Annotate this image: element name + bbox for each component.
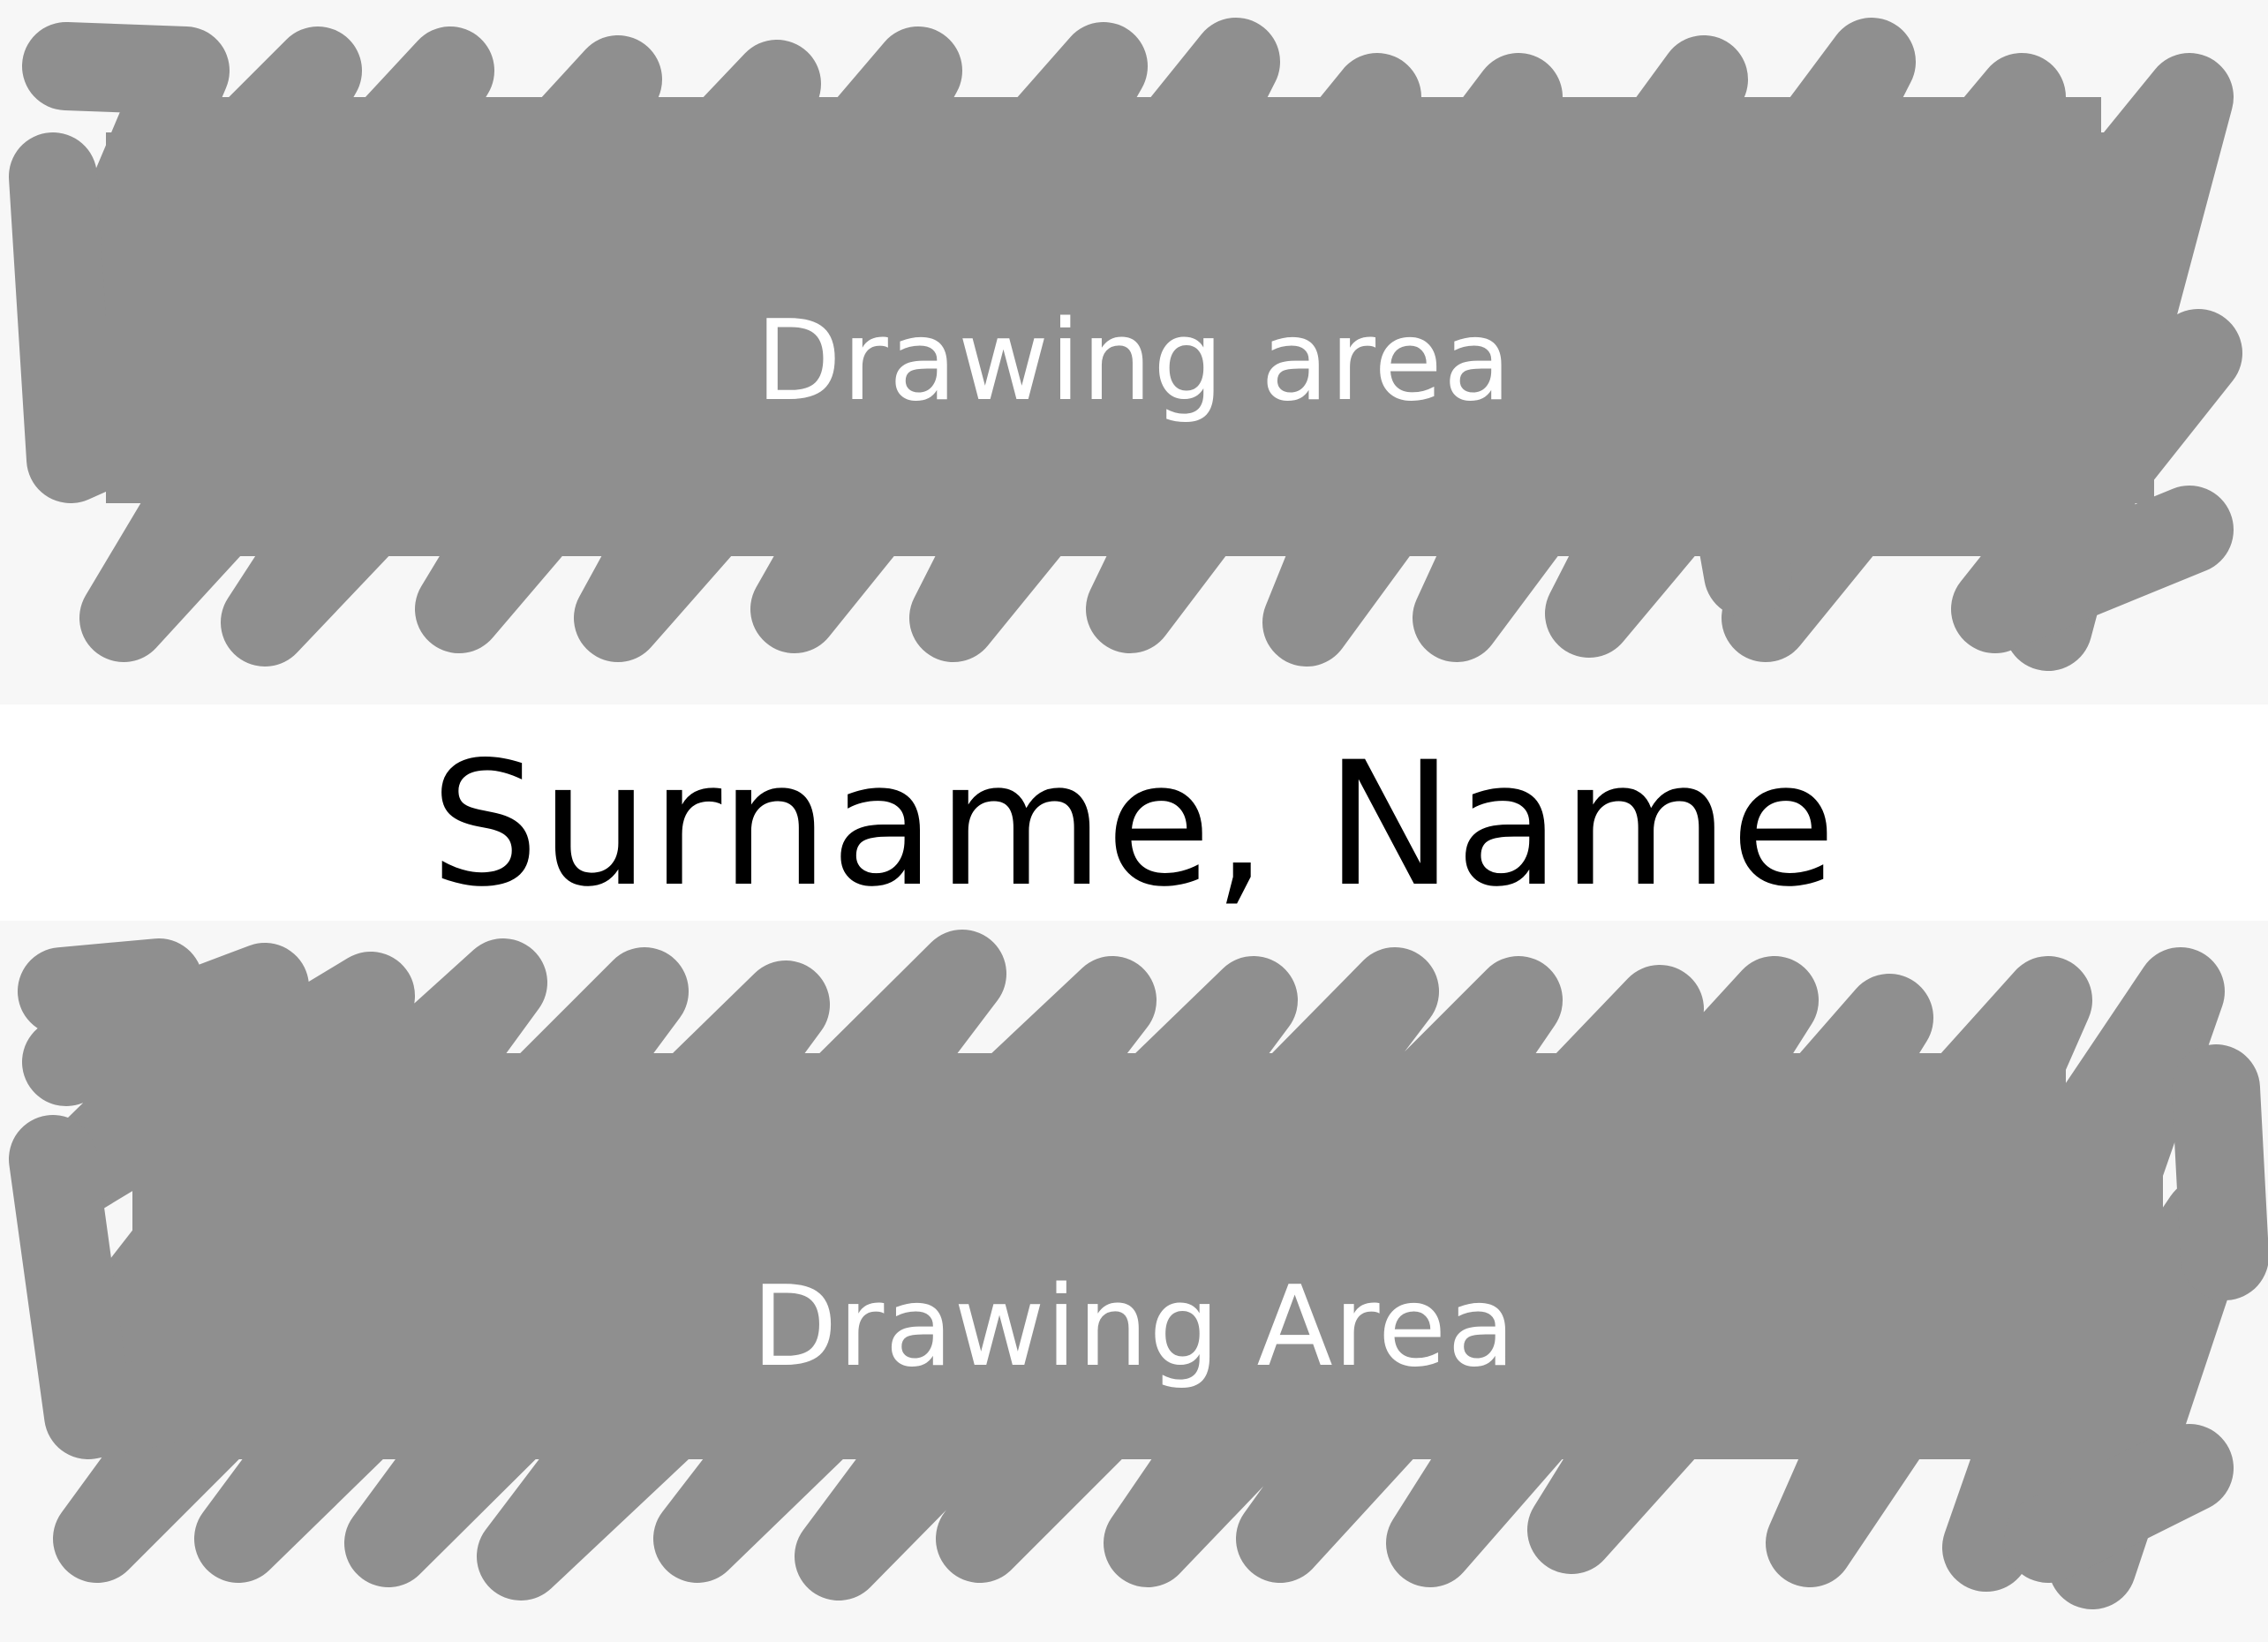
- top-drawing-area[interactable]: Drawing area: [0, 0, 2268, 704]
- top-scribble: [9, 18, 2242, 671]
- bottom-drawing-area[interactable]: Drawing Area: [0, 921, 2268, 1642]
- top-area-label: Drawing area: [756, 296, 1512, 426]
- name-band: Surname, Name: [0, 704, 2268, 921]
- bottom-scribble: [9, 930, 2268, 1609]
- bottom-area-label: Drawing Area: [751, 1262, 1517, 1391]
- signer-name: Surname, Name: [430, 725, 1838, 924]
